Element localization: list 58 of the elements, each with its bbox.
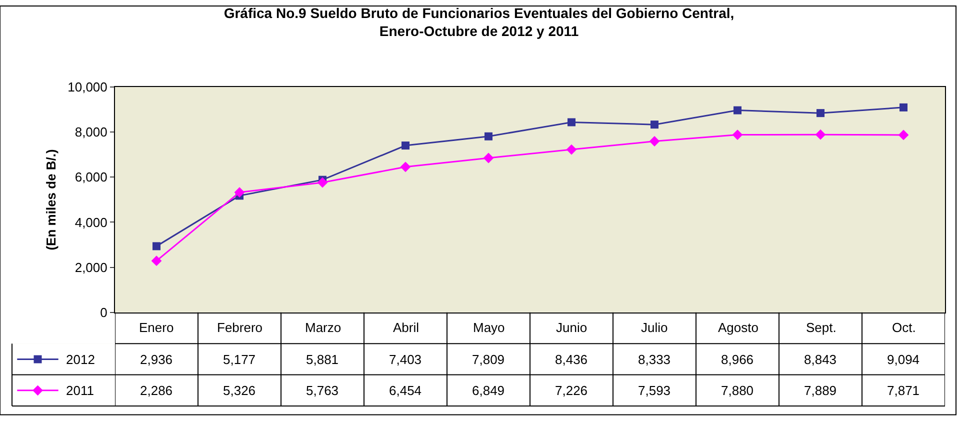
data-label: 2,286 bbox=[140, 383, 173, 398]
data-label: 5,177 bbox=[223, 352, 256, 367]
data-label: 7,403 bbox=[389, 352, 422, 367]
point bbox=[483, 152, 494, 164]
point bbox=[151, 256, 162, 266]
point bbox=[898, 130, 909, 140]
point bbox=[816, 109, 824, 118]
point bbox=[568, 118, 576, 126]
y-tick-label: 0 bbox=[100, 304, 108, 320]
data-label: 7,809 bbox=[472, 352, 505, 367]
data-label: 7,880 bbox=[721, 383, 754, 398]
data-label: 8,333 bbox=[638, 352, 671, 367]
point bbox=[234, 187, 245, 198]
legend-label: 2012 bbox=[66, 352, 95, 367]
x-tick-label: Enero bbox=[139, 320, 174, 335]
point bbox=[566, 144, 577, 155]
y-tick-label: 8,000 bbox=[74, 124, 108, 140]
data-label: 6,454 bbox=[389, 383, 422, 398]
point bbox=[732, 130, 743, 140]
data-label: 5,881 bbox=[306, 352, 339, 367]
data-label: 7,226 bbox=[555, 383, 588, 398]
y-axis-title: (En miles de B/.) bbox=[44, 149, 59, 250]
point bbox=[649, 136, 660, 146]
chart-title: Gráfica No.9 Sueldo Bruto de Funcionarios Eventuales del Gobierno Central, Enero-Octubre de 2012 y 2011 bbox=[224, 5, 734, 40]
data-label: 8,843 bbox=[804, 352, 837, 367]
point bbox=[900, 103, 908, 112]
y-tick-label: 2,000 bbox=[74, 260, 108, 275]
x-tick-label: Abril bbox=[393, 320, 420, 335]
point bbox=[400, 162, 411, 172]
data-label: 9,094 bbox=[887, 352, 920, 367]
point bbox=[152, 242, 160, 250]
x-tick-label: Oct. bbox=[892, 320, 916, 335]
y-tick-label: 6,000 bbox=[74, 170, 108, 185]
x-tick-label: Mayo bbox=[473, 320, 505, 335]
data-label: 2,936 bbox=[140, 352, 173, 367]
x-tick-label: Agosto bbox=[718, 320, 758, 335]
y-tick-label: 10,000 bbox=[68, 80, 108, 95]
point bbox=[734, 106, 742, 114]
point bbox=[402, 142, 410, 150]
data-label: 7,593 bbox=[638, 383, 671, 398]
x-tick-label: Junio bbox=[556, 320, 588, 335]
point bbox=[815, 129, 826, 140]
data-label: 7,871 bbox=[887, 383, 920, 398]
data-label: 5,763 bbox=[306, 383, 339, 398]
x-tick-label: Sept. bbox=[806, 320, 836, 335]
point bbox=[484, 132, 492, 140]
x-tick-label: Julio bbox=[641, 320, 668, 335]
data-label: 8,436 bbox=[555, 352, 588, 367]
point bbox=[650, 120, 658, 129]
y-tick-label: 4,000 bbox=[74, 214, 108, 230]
x-tick-label: Febrero bbox=[217, 320, 263, 335]
legend-label: 2011 bbox=[66, 383, 94, 398]
data-label: 6,849 bbox=[472, 383, 505, 398]
data-label: 7,889 bbox=[804, 383, 837, 398]
data-label: 5,326 bbox=[223, 383, 256, 398]
point bbox=[317, 177, 328, 188]
x-tick-label: Marzo bbox=[305, 320, 342, 335]
data-label: 8,966 bbox=[721, 352, 754, 367]
